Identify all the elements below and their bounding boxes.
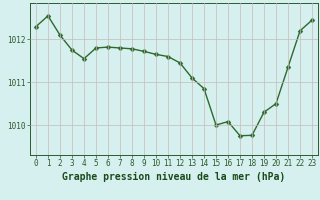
X-axis label: Graphe pression niveau de la mer (hPa): Graphe pression niveau de la mer (hPa) [62,172,286,182]
